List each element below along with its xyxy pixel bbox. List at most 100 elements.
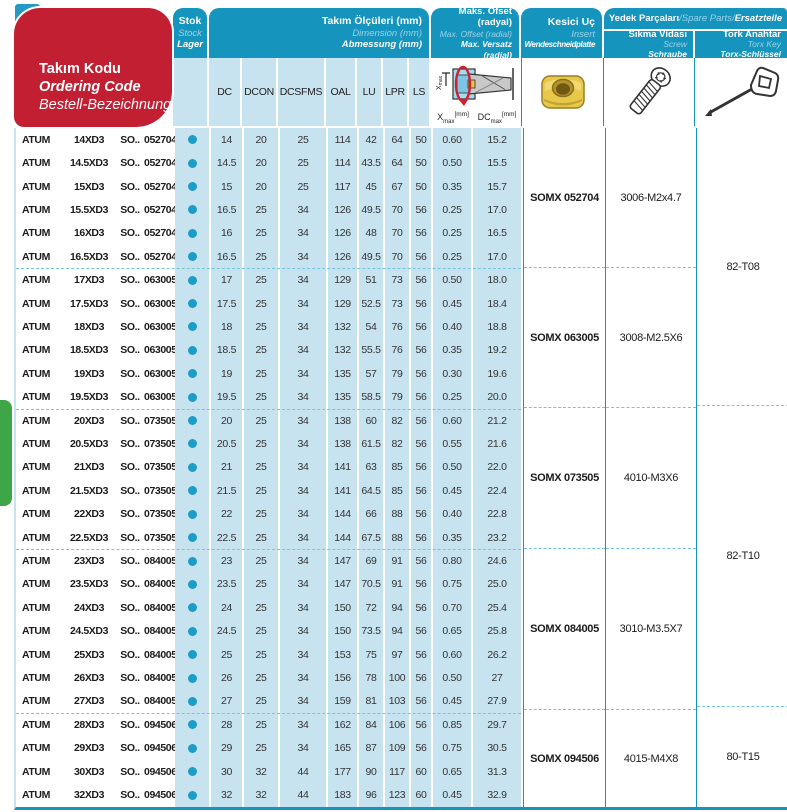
stock-cell bbox=[175, 713, 209, 737]
value-cell: 56 bbox=[411, 666, 431, 690]
value-cell: 23 bbox=[211, 549, 242, 573]
tool-code-brand: ATUM bbox=[22, 742, 50, 755]
value-cell: 0.25 bbox=[433, 198, 471, 222]
tool-code-number: 052704 bbox=[144, 227, 177, 240]
value-cell: 15.2 bbox=[473, 128, 521, 152]
stock-dot-icon bbox=[187, 556, 197, 566]
value-cell: 58.5 bbox=[359, 385, 383, 409]
table-row: ATUM 19XD3 SO.. 063005 19 25 34 135 57 79 56 0.30 19… bbox=[16, 362, 521, 386]
value-cell: 0.45 bbox=[433, 291, 471, 316]
value-cell: 25 bbox=[244, 549, 278, 573]
value-cell: 63 bbox=[359, 455, 383, 480]
value-cell: 117 bbox=[328, 174, 357, 199]
value-cell: 25 bbox=[280, 151, 326, 175]
stock-dot-icon bbox=[187, 158, 197, 168]
tool-code-brand: ATUM bbox=[22, 367, 50, 380]
value-cell: 34 bbox=[280, 385, 326, 409]
table-row: ATUM 28XD3 SO.. 094506 28 25 34 162 84 106 56 0.85 2… bbox=[16, 713, 521, 737]
stock-cell bbox=[175, 783, 209, 807]
insert-de: Wendeschneidplatte bbox=[524, 40, 596, 50]
tool-code-insert-ref: SO.. bbox=[120, 461, 140, 474]
table-row: ATUM 16.5XD3 SO.. 052704 16.5 25 34 126 49.5 70 56… bbox=[16, 245, 521, 269]
value-cell: 91 bbox=[385, 572, 409, 597]
value-cell: 114 bbox=[328, 128, 357, 152]
stock-cell bbox=[175, 128, 209, 152]
value-cell: 56 bbox=[411, 362, 431, 386]
tool-code-brand: ATUM bbox=[22, 601, 50, 614]
dimension-column-label: LS bbox=[409, 58, 429, 126]
value-cell: 75 bbox=[359, 642, 383, 667]
stock-dot-icon bbox=[187, 486, 197, 496]
value-cell: 20 bbox=[244, 151, 278, 175]
tool-code-brand: ATUM bbox=[22, 508, 50, 521]
value-cell: 56 bbox=[411, 268, 431, 292]
value-cell: 49.5 bbox=[359, 198, 383, 222]
table-row: ATUM 26XD3 SO.. 084005 26 25 34 156 78 100 56 0.50 2… bbox=[16, 666, 521, 690]
tool-code-size: 28XD3 bbox=[73, 718, 105, 731]
tool-code-number: 084005 bbox=[144, 625, 177, 638]
insert-column-header: Kesici Uç Insert Wendeschneidplatte bbox=[521, 8, 602, 58]
tool-code-size: 16XD3 bbox=[73, 227, 105, 240]
value-cell: 100 bbox=[385, 666, 409, 690]
stock-dot-icon bbox=[187, 743, 197, 753]
xmax-column-label: Xmax[mm] bbox=[437, 111, 469, 125]
insert-code-cell: SOMX 073505 bbox=[524, 408, 605, 549]
tool-code-insert-ref: SO.. bbox=[120, 718, 140, 731]
value-cell: 85 bbox=[385, 479, 409, 503]
value-cell: 144 bbox=[328, 525, 357, 550]
value-cell: 32 bbox=[244, 759, 278, 784]
value-cell: 73.5 bbox=[359, 619, 383, 643]
insert-tr: Kesici Uç bbox=[547, 15, 595, 28]
tool-code-cell: ATUM 17.5XD3 SO.. 063005 bbox=[16, 291, 177, 316]
ordering-code-en: Ordering Code bbox=[39, 79, 141, 96]
screw-code-column: 3006-M2x4.7 3008-M2.5X6 4010-M3X6 3010-M3.5… bbox=[605, 128, 696, 807]
tool-code-insert-ref: SO.. bbox=[120, 227, 140, 240]
torx-de: Torx-Schlüssel bbox=[720, 48, 781, 59]
tool-code-cell: ATUM 18.5XD3 SO.. 063005 bbox=[16, 338, 177, 363]
value-cell: 34 bbox=[280, 315, 326, 339]
value-cell: 106 bbox=[385, 713, 409, 737]
torx-screw-icon bbox=[629, 67, 671, 115]
tool-code-cell: ATUM 17XD3 SO.. 063005 bbox=[16, 268, 177, 292]
ordering-code-de: Bestell-Bezeichnung bbox=[39, 97, 172, 114]
tool-code-insert-ref: SO.. bbox=[120, 508, 140, 521]
insert-code-cell: SOMX 084005 bbox=[524, 549, 605, 711]
torx-key-icon bbox=[705, 66, 780, 116]
value-cell: 96 bbox=[359, 783, 383, 807]
value-cell: 61.5 bbox=[359, 432, 383, 456]
tool-code-insert-ref: SO.. bbox=[120, 601, 140, 614]
value-cell: 0.35 bbox=[433, 525, 471, 550]
value-cell: 31.3 bbox=[473, 759, 521, 784]
tool-code-cell: ATUM 24.5XD3 SO.. 084005 bbox=[16, 619, 177, 643]
value-cell: 25 bbox=[244, 432, 278, 456]
tool-code-insert-ref: SO.. bbox=[120, 672, 140, 685]
tool-code-number: 073505 bbox=[144, 508, 177, 521]
value-cell: 153 bbox=[328, 642, 357, 667]
offset-subcolumn-labels: Xmax[mm] DCmax[mm] bbox=[431, 111, 519, 125]
value-cell: 30 bbox=[211, 759, 242, 784]
ordering-code-tr: Takım Kodu bbox=[39, 61, 121, 77]
value-cell: 0.45 bbox=[433, 689, 471, 714]
value-cell: 183 bbox=[328, 783, 357, 807]
value-cell: 0.60 bbox=[433, 128, 471, 152]
value-cell: 0.35 bbox=[433, 174, 471, 199]
tool-code-brand: ATUM bbox=[22, 718, 50, 731]
value-cell: 78 bbox=[359, 666, 383, 690]
value-cell: 34 bbox=[280, 291, 326, 316]
value-cell: 60 bbox=[359, 408, 383, 433]
value-cell: 34 bbox=[280, 549, 326, 573]
tool-code-insert-ref: SO.. bbox=[120, 320, 140, 333]
value-cell: 25 bbox=[280, 174, 326, 199]
tool-code-insert-ref: SO.. bbox=[120, 157, 140, 170]
value-cell: 0.70 bbox=[433, 596, 471, 620]
tool-code-cell: ATUM 14.5XD3 SO.. 052704 bbox=[16, 151, 177, 175]
value-cell: 0.55 bbox=[433, 432, 471, 456]
value-cell: 82 bbox=[385, 432, 409, 456]
value-cell: 32 bbox=[244, 783, 278, 807]
value-cell: 91 bbox=[385, 549, 409, 573]
value-cell: 25 bbox=[244, 666, 278, 690]
value-cell: 73 bbox=[385, 291, 409, 316]
stock-dot-icon bbox=[187, 767, 197, 777]
stock-dot-icon bbox=[187, 439, 197, 449]
value-cell: 25 bbox=[244, 736, 278, 760]
